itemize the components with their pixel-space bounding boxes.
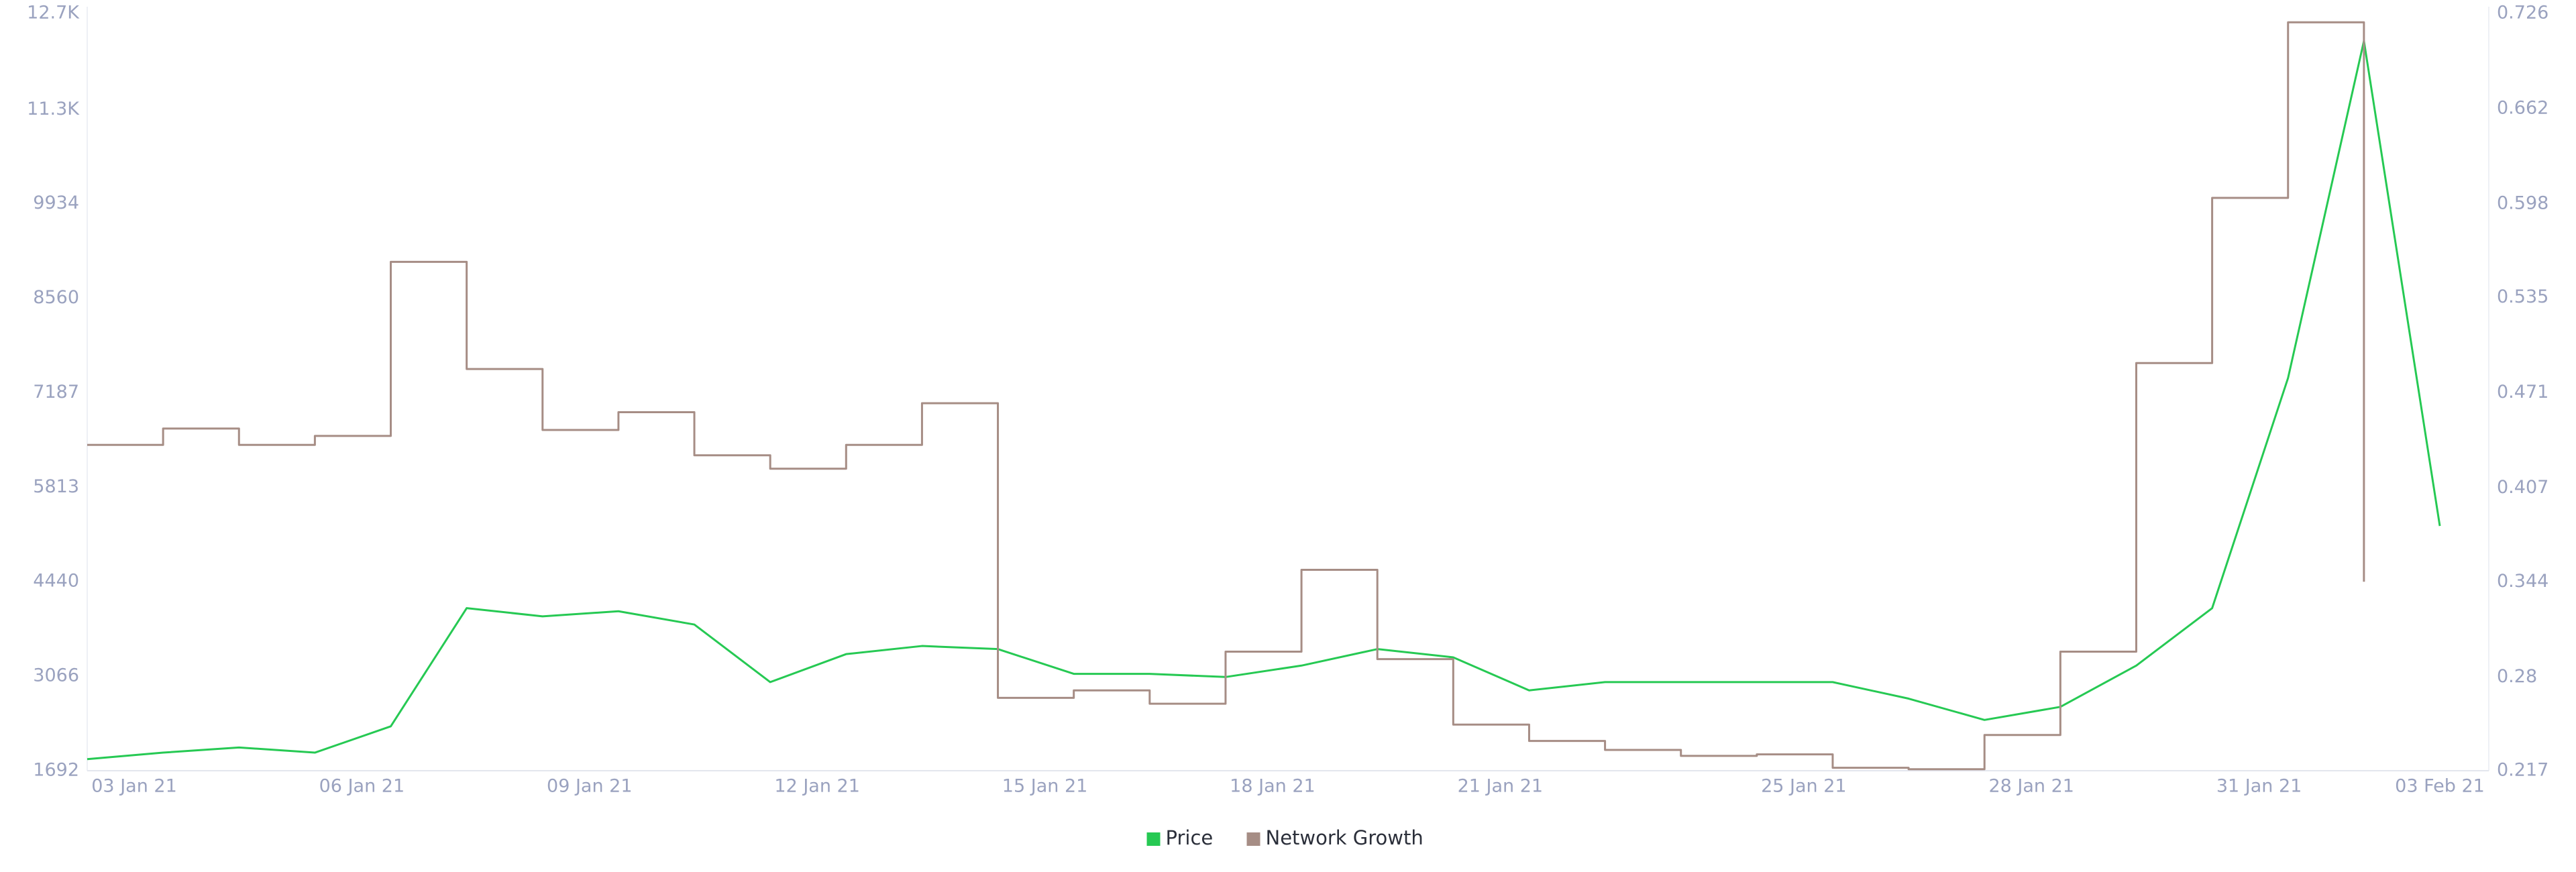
x-tick-label: 06 Jan 21	[319, 776, 405, 797]
y-tick-label: 11.3K	[27, 99, 80, 119]
x-tick-label: 18 Jan 21	[1230, 776, 1316, 797]
y2-tick-label: 0.28	[2497, 666, 2537, 687]
y2-tick-label: 0.471	[2497, 382, 2548, 402]
legend-label: Network Growth	[1266, 826, 1424, 849]
x-tick-label: 28 Jan 21	[1988, 776, 2074, 797]
series-line	[87, 40, 2441, 761]
y-tick-label: 8560	[33, 287, 79, 308]
y2-tick-label: 0.726	[2497, 3, 2548, 23]
legend-swatch	[1146, 832, 1161, 846]
y-tick-label: 1692	[33, 760, 79, 781]
y-tick-label: 7187	[33, 382, 79, 402]
y2-tick-label: 0.535	[2497, 286, 2548, 307]
legend-label: Price	[1166, 826, 1214, 849]
y2-tick-label: 0.662	[2497, 97, 2548, 118]
series-line	[87, 21, 2365, 771]
y-tick-label: 9934	[33, 193, 79, 213]
y2-tick-label: 0.598	[2497, 193, 2548, 213]
x-tick-label: 03 Feb 21	[2395, 776, 2485, 797]
x-tick-label: 21 Jan 21	[1458, 776, 1544, 797]
x-tick-label: 03 Jan 21	[91, 776, 177, 797]
y-tick-label: 4440	[33, 571, 79, 592]
x-tick-label: 31 Jan 21	[2216, 776, 2302, 797]
y2-tick-label: 0.344	[2497, 571, 2548, 592]
x-tick-label: 15 Jan 21	[1002, 776, 1088, 797]
y2-tick-label: 0.217	[2497, 760, 2548, 781]
x-tick-label: 25 Jan 21	[1761, 776, 1847, 797]
x-tick-label: 09 Jan 21	[547, 776, 633, 797]
x-tick-label: 12 Jan 21	[774, 776, 860, 797]
y-tick-label: 5813	[33, 476, 79, 497]
y-tick-label: 12.7K	[27, 3, 80, 23]
y-tick-label: 3066	[33, 665, 79, 686]
legend-swatch	[1246, 832, 1260, 846]
y2-tick-label: 0.407	[2497, 477, 2548, 498]
